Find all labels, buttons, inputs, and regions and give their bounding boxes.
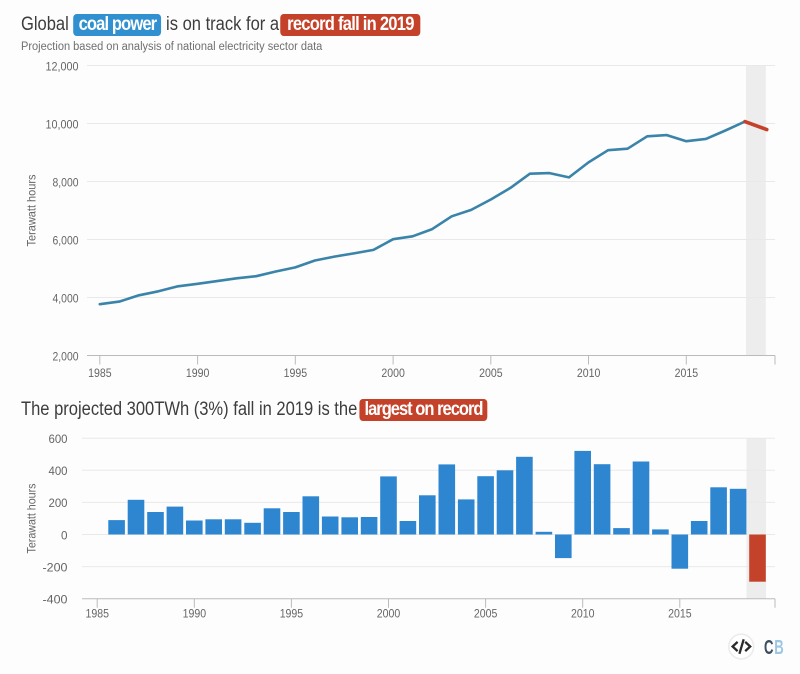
svg-text:B: B [774, 637, 784, 659]
svg-text:-200: -200 [43, 560, 68, 574]
svg-text:1985: 1985 [88, 366, 112, 380]
svg-text:2010: 2010 [571, 607, 595, 621]
svg-text:2000: 2000 [377, 607, 401, 621]
svg-text:Terawatt hours: Terawatt hours [25, 175, 39, 247]
svg-text:4,000: 4,000 [53, 292, 79, 306]
svg-text:12,000: 12,000 [46, 60, 79, 74]
svg-text:1985: 1985 [86, 607, 110, 621]
svg-text:10,000: 10,000 [46, 118, 79, 132]
svg-text:400: 400 [49, 464, 68, 478]
svg-text:600: 600 [49, 432, 68, 446]
svg-text:2010: 2010 [577, 366, 601, 380]
svg-text:8,000: 8,000 [53, 176, 79, 190]
svg-text:2005: 2005 [479, 366, 503, 380]
svg-text:200: 200 [49, 496, 68, 510]
svg-text:1995: 1995 [284, 366, 308, 380]
svg-text:1995: 1995 [280, 607, 304, 621]
svg-text:0: 0 [61, 528, 68, 542]
svg-text:2015: 2015 [675, 366, 699, 380]
svg-text:2,000: 2,000 [53, 350, 79, 364]
svg-text:C: C [764, 637, 774, 659]
svg-text:-400: -400 [43, 593, 68, 607]
svg-text:2005: 2005 [474, 607, 498, 621]
svg-text:1990: 1990 [186, 366, 210, 380]
svg-text:2000: 2000 [381, 366, 405, 380]
svg-text:Terawatt hours: Terawatt hours [25, 484, 39, 554]
svg-text:6,000: 6,000 [53, 234, 79, 248]
svg-text:1990: 1990 [183, 607, 207, 621]
svg-text:2015: 2015 [668, 607, 692, 621]
